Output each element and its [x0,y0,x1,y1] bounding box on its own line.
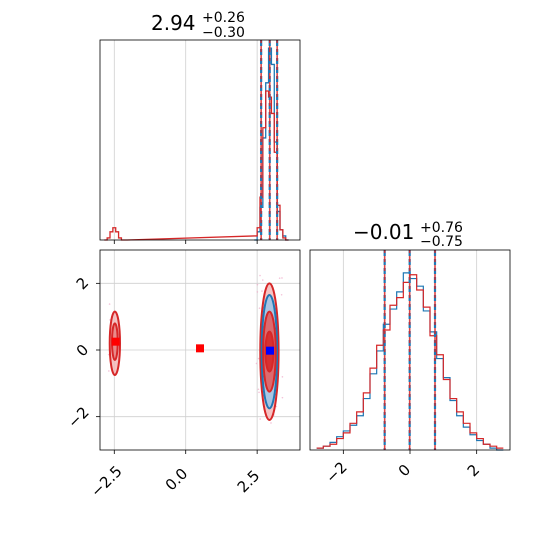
p2-scatter-point [261,290,263,292]
p2-marker-0 [111,337,120,346]
p2-scatter-point [259,274,261,277]
p1-axes-frame [99,39,301,241]
p2-ytick-label-2: 2 [73,274,92,293]
p2-ytick-label-1: 0 [73,341,92,360]
p2-scatter-point [270,422,272,424]
p2-scatter-point [261,279,264,281]
p2-scatter-point [257,357,260,360]
panel2-contour [96,249,301,454]
panel3-histogram [309,249,511,454]
p2-xtick-label-2: 2.5 [234,467,264,497]
panel3-title: −0.01 +0.76 −0.75 [353,220,463,250]
p2-scatter-point [256,283,259,286]
p2-xtick-label-0: −2.5 [87,462,125,500]
p2-scatter-point [278,277,281,279]
p2-xtick-label-1: 0.0 [162,465,192,495]
panel1-title-upper-error: +0.26 [202,10,245,26]
panel3-title-value: −0.01 [353,220,414,244]
panel3-x-tick-labels: −2 0 2 [322,458,483,486]
panel1-title-lower-error: −0.30 [202,25,245,41]
p2-scatter-point [258,307,261,309]
p2-scatter-point [281,376,284,378]
p3-axes-frame [309,249,511,451]
p2-scatter-point [259,418,261,420]
panel3-title-lower-error: −0.75 [420,234,463,250]
p2-scatter-point [255,362,258,365]
p2-scatter-point [108,370,110,372]
p2-scatter-point [256,291,259,293]
panel3-title-upper-error: +0.76 [420,220,463,236]
p2-axes-frame [99,249,301,451]
panel1-histogram [99,39,301,244]
p3-xtick-label-0: −2 [322,458,350,486]
p3-xtick-label-2: 2 [464,461,483,480]
p2-marker-1 [196,344,204,353]
p2-scatter-point [257,388,260,391]
panel1-title: 2.94 +0.26 −0.30 [151,10,245,41]
p2-scatter-point [258,391,260,394]
p3-xtick-label-1: 0 [395,461,414,480]
p2-scatter-point [108,303,111,305]
p1-hist-series-1 [104,90,289,241]
p2-scatter-point [281,277,283,279]
p2-scatter-point [280,293,283,296]
panel1-title-value: 2.94 [151,11,196,35]
panel2-y-tick-labels: 2 0 −2 [64,274,92,432]
p2-ytick-label-0: −2 [64,403,92,431]
panel2-x-tick-labels: −2.5 0.0 2.5 [87,462,263,500]
p2-scatter-point [281,396,284,399]
p2-marker-2 [266,346,274,355]
